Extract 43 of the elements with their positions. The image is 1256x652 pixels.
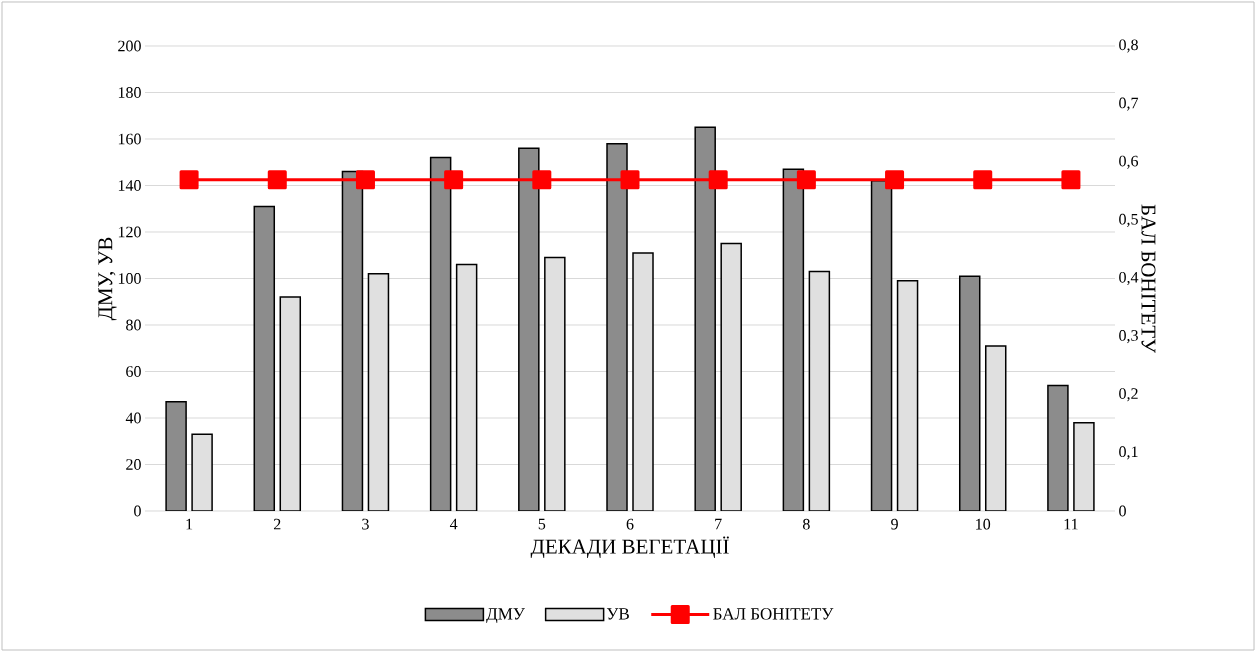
- y-tick-label: 120: [118, 226, 141, 238]
- y2-tick-label: 0,2: [1119, 388, 1138, 402]
- legend-label: ДМУ: [486, 608, 525, 623]
- x-tick-label: 10: [976, 518, 991, 530]
- y2-tick-label: 0,4: [1119, 271, 1139, 286]
- y-tick-label: 60: [126, 366, 141, 377]
- y2-tick-label: 0: [1119, 505, 1126, 517]
- bar: [782, 168, 805, 511]
- y2-axis-title: БАЛ БОНІТЕТУ: [1141, 204, 1156, 353]
- x-tick-label: 9: [891, 518, 898, 530]
- y-axis-title: ДМУ, УВ: [98, 237, 117, 321]
- y2-tick-label: 0,1: [1119, 446, 1138, 460]
- bar: [341, 170, 364, 511]
- y2-tick-label: 0,5: [1119, 213, 1138, 227]
- x-tick-label: 11: [1064, 518, 1078, 530]
- bar: [253, 205, 276, 511]
- x-axis-title: ДЕКАДИ ВЕГЕТАЦІЇ: [530, 536, 729, 558]
- y-tick-label: 20: [126, 459, 141, 470]
- x-tick-label: 8: [802, 518, 810, 530]
- x-tick-label: 6: [626, 518, 634, 530]
- bar: [429, 156, 452, 511]
- x-tick-label: 1: [186, 518, 193, 530]
- y-tick-label: 80: [126, 319, 141, 331]
- x-tick-label: 3: [362, 518, 369, 530]
- y2-tick-label: 0,8: [1119, 39, 1138, 53]
- y-tick-label: 100: [118, 273, 141, 284]
- legend-label: УВ: [606, 608, 629, 620]
- x-tick-label: 7: [715, 518, 722, 530]
- y2-tick-label: 0,6: [1119, 155, 1139, 169]
- bar: [870, 180, 893, 511]
- y2-tick-label: 0,7: [1119, 97, 1139, 111]
- x-tick-label: 4: [449, 518, 458, 530]
- y-tick-label: 40: [125, 412, 141, 424]
- legend-label: БАЛ БОНІТЕТУ: [713, 608, 834, 620]
- y2-tick-label: 0,3: [1119, 330, 1138, 344]
- y-tick-label: 180: [118, 87, 141, 98]
- x-tick-label: 5: [538, 518, 546, 530]
- y-tick-label: 0: [134, 505, 141, 517]
- x-tick-label: 2: [273, 518, 281, 530]
- y-tick-label: 200: [118, 40, 141, 52]
- y-tick-label: 160: [118, 133, 141, 145]
- bar: [958, 275, 981, 511]
- y-tick-label: 140: [118, 180, 141, 191]
